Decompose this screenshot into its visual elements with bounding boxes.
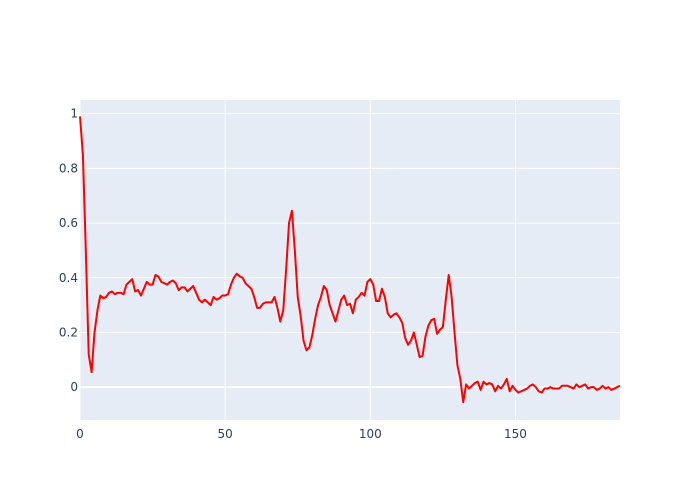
y-tick-label: 1 xyxy=(70,107,78,121)
plot-background xyxy=(80,100,620,420)
y-tick-label: 0.8 xyxy=(59,161,78,175)
series-line-0 xyxy=(79,116,621,404)
series-layer xyxy=(79,116,621,404)
y-tick-label: 0.6 xyxy=(59,216,78,230)
x-tick-label: 50 xyxy=(218,427,233,441)
y-tick-label: 0.2 xyxy=(59,325,78,339)
tick-labels: 0 50 100 150 0 0.2 0.4 0.6 0.8 1 xyxy=(59,107,527,441)
x-tick-label: 0 xyxy=(76,427,84,441)
grid-lines xyxy=(79,100,620,420)
y-tick-label: 0.4 xyxy=(59,271,78,285)
x-tick-label: 100 xyxy=(359,427,382,441)
y-tick-label: 0 xyxy=(70,380,78,394)
x-tick-label: 150 xyxy=(504,427,527,441)
